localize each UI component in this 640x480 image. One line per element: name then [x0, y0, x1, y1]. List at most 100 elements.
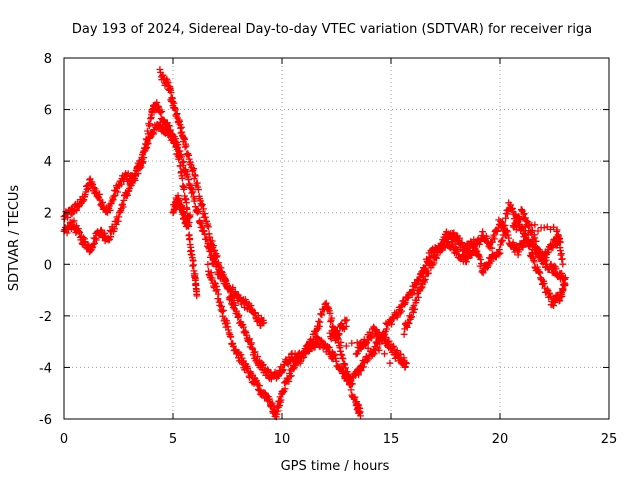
data-point [402, 360, 410, 367]
data-point [407, 314, 415, 321]
data-point [63, 229, 71, 237]
data-point [167, 89, 175, 96]
data-point [167, 126, 174, 134]
data-point [556, 297, 564, 304]
data-point [302, 348, 310, 356]
data-point [179, 208, 187, 216]
data-point [410, 308, 417, 316]
data-point [190, 261, 197, 269]
data-point [208, 237, 216, 245]
data-point [347, 386, 355, 394]
data-point [491, 235, 498, 243]
data-point [375, 346, 383, 354]
data-point [525, 227, 533, 235]
data-point [206, 233, 214, 241]
data-point [390, 342, 397, 350]
data-point [276, 402, 284, 409]
data-point [500, 226, 508, 234]
data-point [326, 310, 334, 317]
data-point [421, 276, 429, 283]
data-point [227, 333, 235, 341]
data-point [343, 316, 351, 324]
data-point [211, 279, 219, 287]
data-point [237, 351, 245, 358]
data-point [75, 203, 83, 210]
data-point [339, 355, 347, 362]
data-point [328, 314, 336, 322]
data-point [522, 222, 529, 230]
data-point [345, 372, 352, 380]
data-point [183, 205, 191, 213]
data-point [550, 223, 557, 231]
data-point [325, 344, 333, 351]
data-point [532, 243, 539, 251]
data-point [372, 326, 379, 334]
data-point [254, 353, 262, 360]
data-point [220, 307, 227, 314]
data-point [381, 350, 388, 358]
data-point [497, 238, 505, 246]
data-point [331, 351, 339, 358]
data-point [124, 191, 131, 199]
data-point [89, 240, 97, 248]
data-point [470, 236, 478, 243]
data-point [550, 302, 557, 309]
data-point [64, 214, 72, 221]
y-tick-label: 2 [44, 207, 52, 222]
data-point [559, 260, 567, 268]
data-point [454, 247, 461, 255]
data-point [478, 268, 486, 276]
x-tick-label: 20 [492, 432, 509, 447]
data-point [408, 291, 416, 299]
data-point [318, 311, 326, 319]
data-point [114, 188, 121, 196]
data-point [519, 224, 526, 231]
y-tick-label: 4 [44, 155, 52, 170]
data-point [543, 285, 551, 293]
data-point [401, 299, 409, 307]
data-point [370, 350, 377, 357]
data-point [342, 364, 349, 372]
data-point [425, 269, 432, 277]
data-point [225, 285, 232, 292]
data-point [198, 219, 206, 227]
data-point [256, 382, 263, 390]
data-point [555, 232, 562, 240]
data-point [198, 201, 206, 208]
series-track-2 [60, 99, 201, 300]
data-point [553, 226, 561, 234]
data-point [176, 154, 183, 161]
data-point [285, 378, 293, 385]
data-point [342, 323, 350, 330]
data-point [397, 355, 405, 363]
x-axis-label: GPS time / hours [281, 459, 390, 474]
data-point [106, 227, 114, 234]
data-point [287, 351, 295, 358]
series-track-4 [204, 261, 364, 421]
data-point [93, 236, 100, 244]
series-track-7 [169, 192, 194, 230]
data-point [535, 268, 543, 276]
y-tick-label: 8 [44, 52, 52, 67]
data-point [101, 229, 108, 237]
marks-layer [60, 66, 569, 421]
y-tick-label: -4 [39, 361, 52, 376]
data-point [144, 140, 152, 148]
x-tick-label: 0 [60, 432, 68, 447]
data-point [213, 252, 221, 260]
data-point [515, 222, 523, 230]
data-point [411, 305, 419, 313]
series-track-3 [156, 66, 564, 389]
data-point [184, 222, 191, 229]
data-point [484, 264, 491, 271]
data-point [195, 208, 202, 215]
data-point [520, 210, 528, 218]
data-point [342, 342, 350, 350]
data-point [368, 334, 376, 342]
data-point [398, 307, 405, 315]
data-point [157, 109, 164, 116]
data-point [144, 130, 152, 138]
data-point [172, 141, 180, 149]
